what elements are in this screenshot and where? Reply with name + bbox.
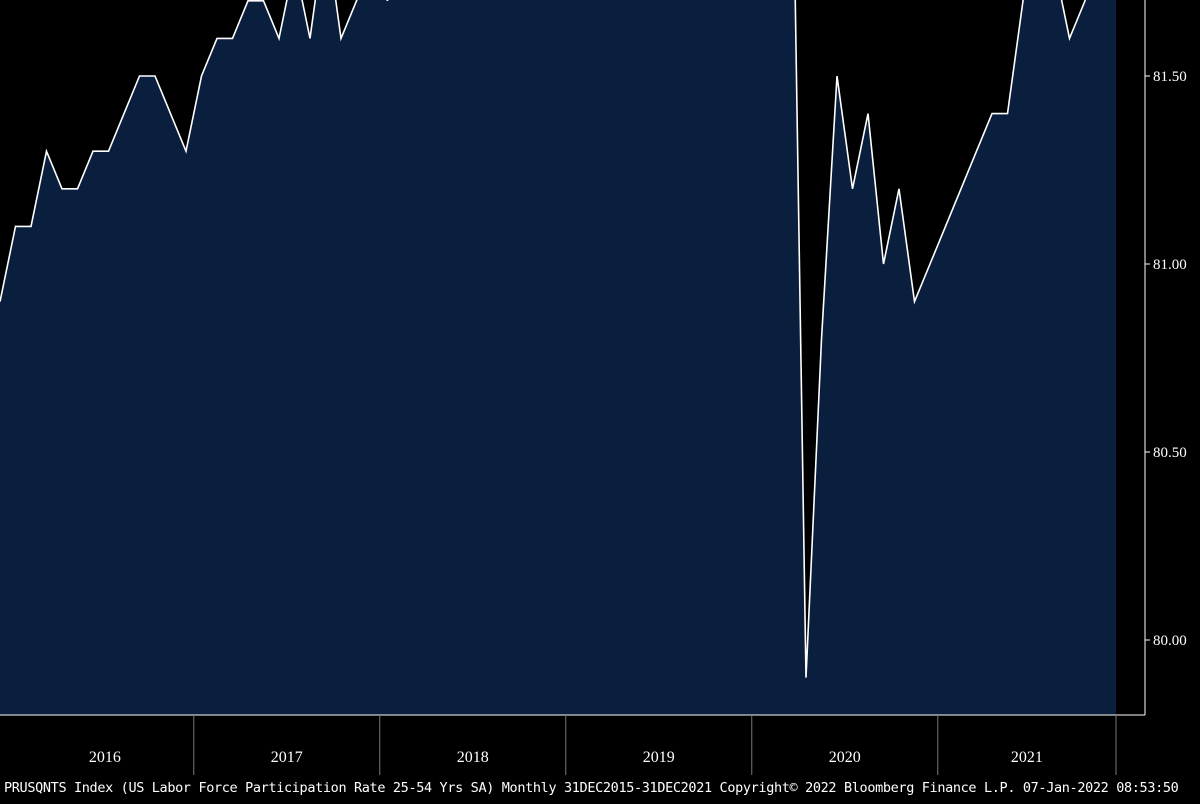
y-tick-label: 81.00 (1153, 257, 1187, 273)
x-tick-label: 2018 (457, 749, 489, 766)
x-tick-label: 2017 (271, 749, 303, 766)
x-tick-label: 2021 (1011, 749, 1043, 766)
x-tick-label: 2019 (643, 749, 675, 766)
y-tick-label: 80.00 (1153, 633, 1187, 649)
chart-footer-source: PRUSQNTS Index (US Labor Force Participa… (4, 778, 1178, 798)
x-tick-label: 2016 (89, 749, 121, 766)
x-tick-label: 2020 (829, 749, 861, 766)
y-tick-label: 81.50 (1153, 69, 1187, 85)
y-tick-label: 80.50 (1153, 445, 1187, 461)
